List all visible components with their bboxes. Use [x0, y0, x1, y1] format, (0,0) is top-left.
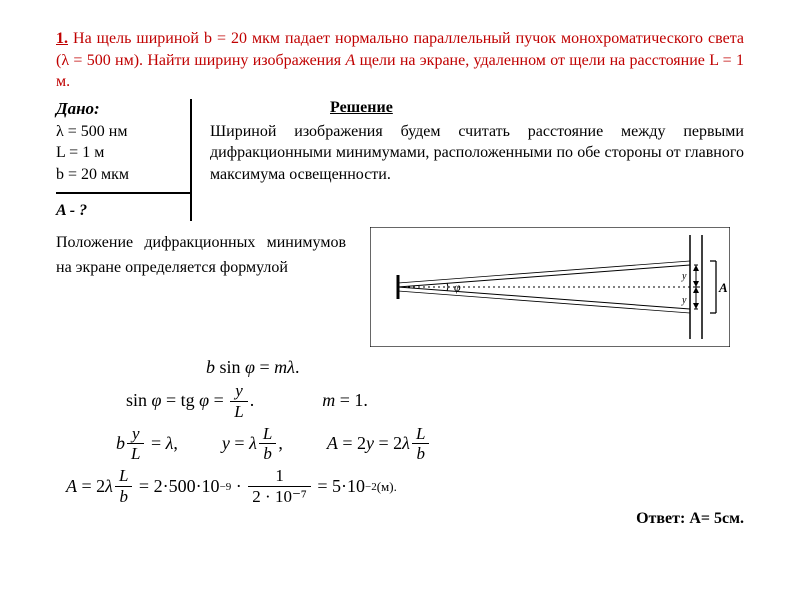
svg-text:A: A [718, 280, 728, 295]
formula-block: b sin φ = mλ. sin φ = tg φ = y L . m = 1… [56, 358, 744, 506]
answer: Ответ: A= 5см. [56, 510, 744, 528]
minima-position-text: Положение дифракционных минимумов на экр… [56, 227, 346, 352]
svg-text:φ: φ [454, 280, 461, 294]
unknown: A - ? [56, 200, 186, 222]
given-title: Дано: [56, 99, 186, 119]
given-line: L = 1 м [56, 142, 186, 164]
solution-text: Шириной изображения будем считать рассто… [210, 121, 744, 186]
solution-block: Решение Шириной изображения будем считат… [210, 99, 744, 221]
slit-diffraction-diagram: φ y y A [370, 227, 744, 352]
formula-numeric: A = 2λ L b = 2·500·10−9 · 1 2 · 10⁻⁷ = 5… [66, 467, 397, 506]
given-solution-row: Дано: λ = 500 нм L = 1 м b = 20 мкм A - … [56, 99, 744, 221]
svg-text:y: y [681, 295, 687, 306]
problem-statement: 1. На щель шириной b = 20 мкм падает нор… [56, 28, 744, 93]
formula-sinphi-tgphi: sin φ = tg φ = y L . [126, 382, 254, 421]
formula-m1: m = 1. [322, 391, 368, 411]
given-block: Дано: λ = 500 нм L = 1 м b = 20 мкм A - … [56, 99, 192, 221]
mid-row: Положение дифракционных минимумов на экр… [56, 227, 744, 352]
formula-y: y = λ L b , [222, 425, 283, 464]
given-line: b = 20 мкм [56, 164, 186, 186]
problem-text: На щель шириной b = 20 мкм падает нормал… [56, 30, 744, 90]
given-separator [56, 192, 190, 194]
formula-bsinphi: b sin φ = mλ. [206, 358, 299, 378]
svg-text:y: y [681, 271, 687, 282]
given-line: λ = 500 нм [56, 121, 186, 143]
formula-A: A = 2y = 2λ L b [327, 425, 432, 464]
solution-title: Решение [330, 99, 744, 117]
formula-bYL: b y L = λ, [116, 425, 178, 464]
problem-number: 1. [56, 30, 68, 47]
